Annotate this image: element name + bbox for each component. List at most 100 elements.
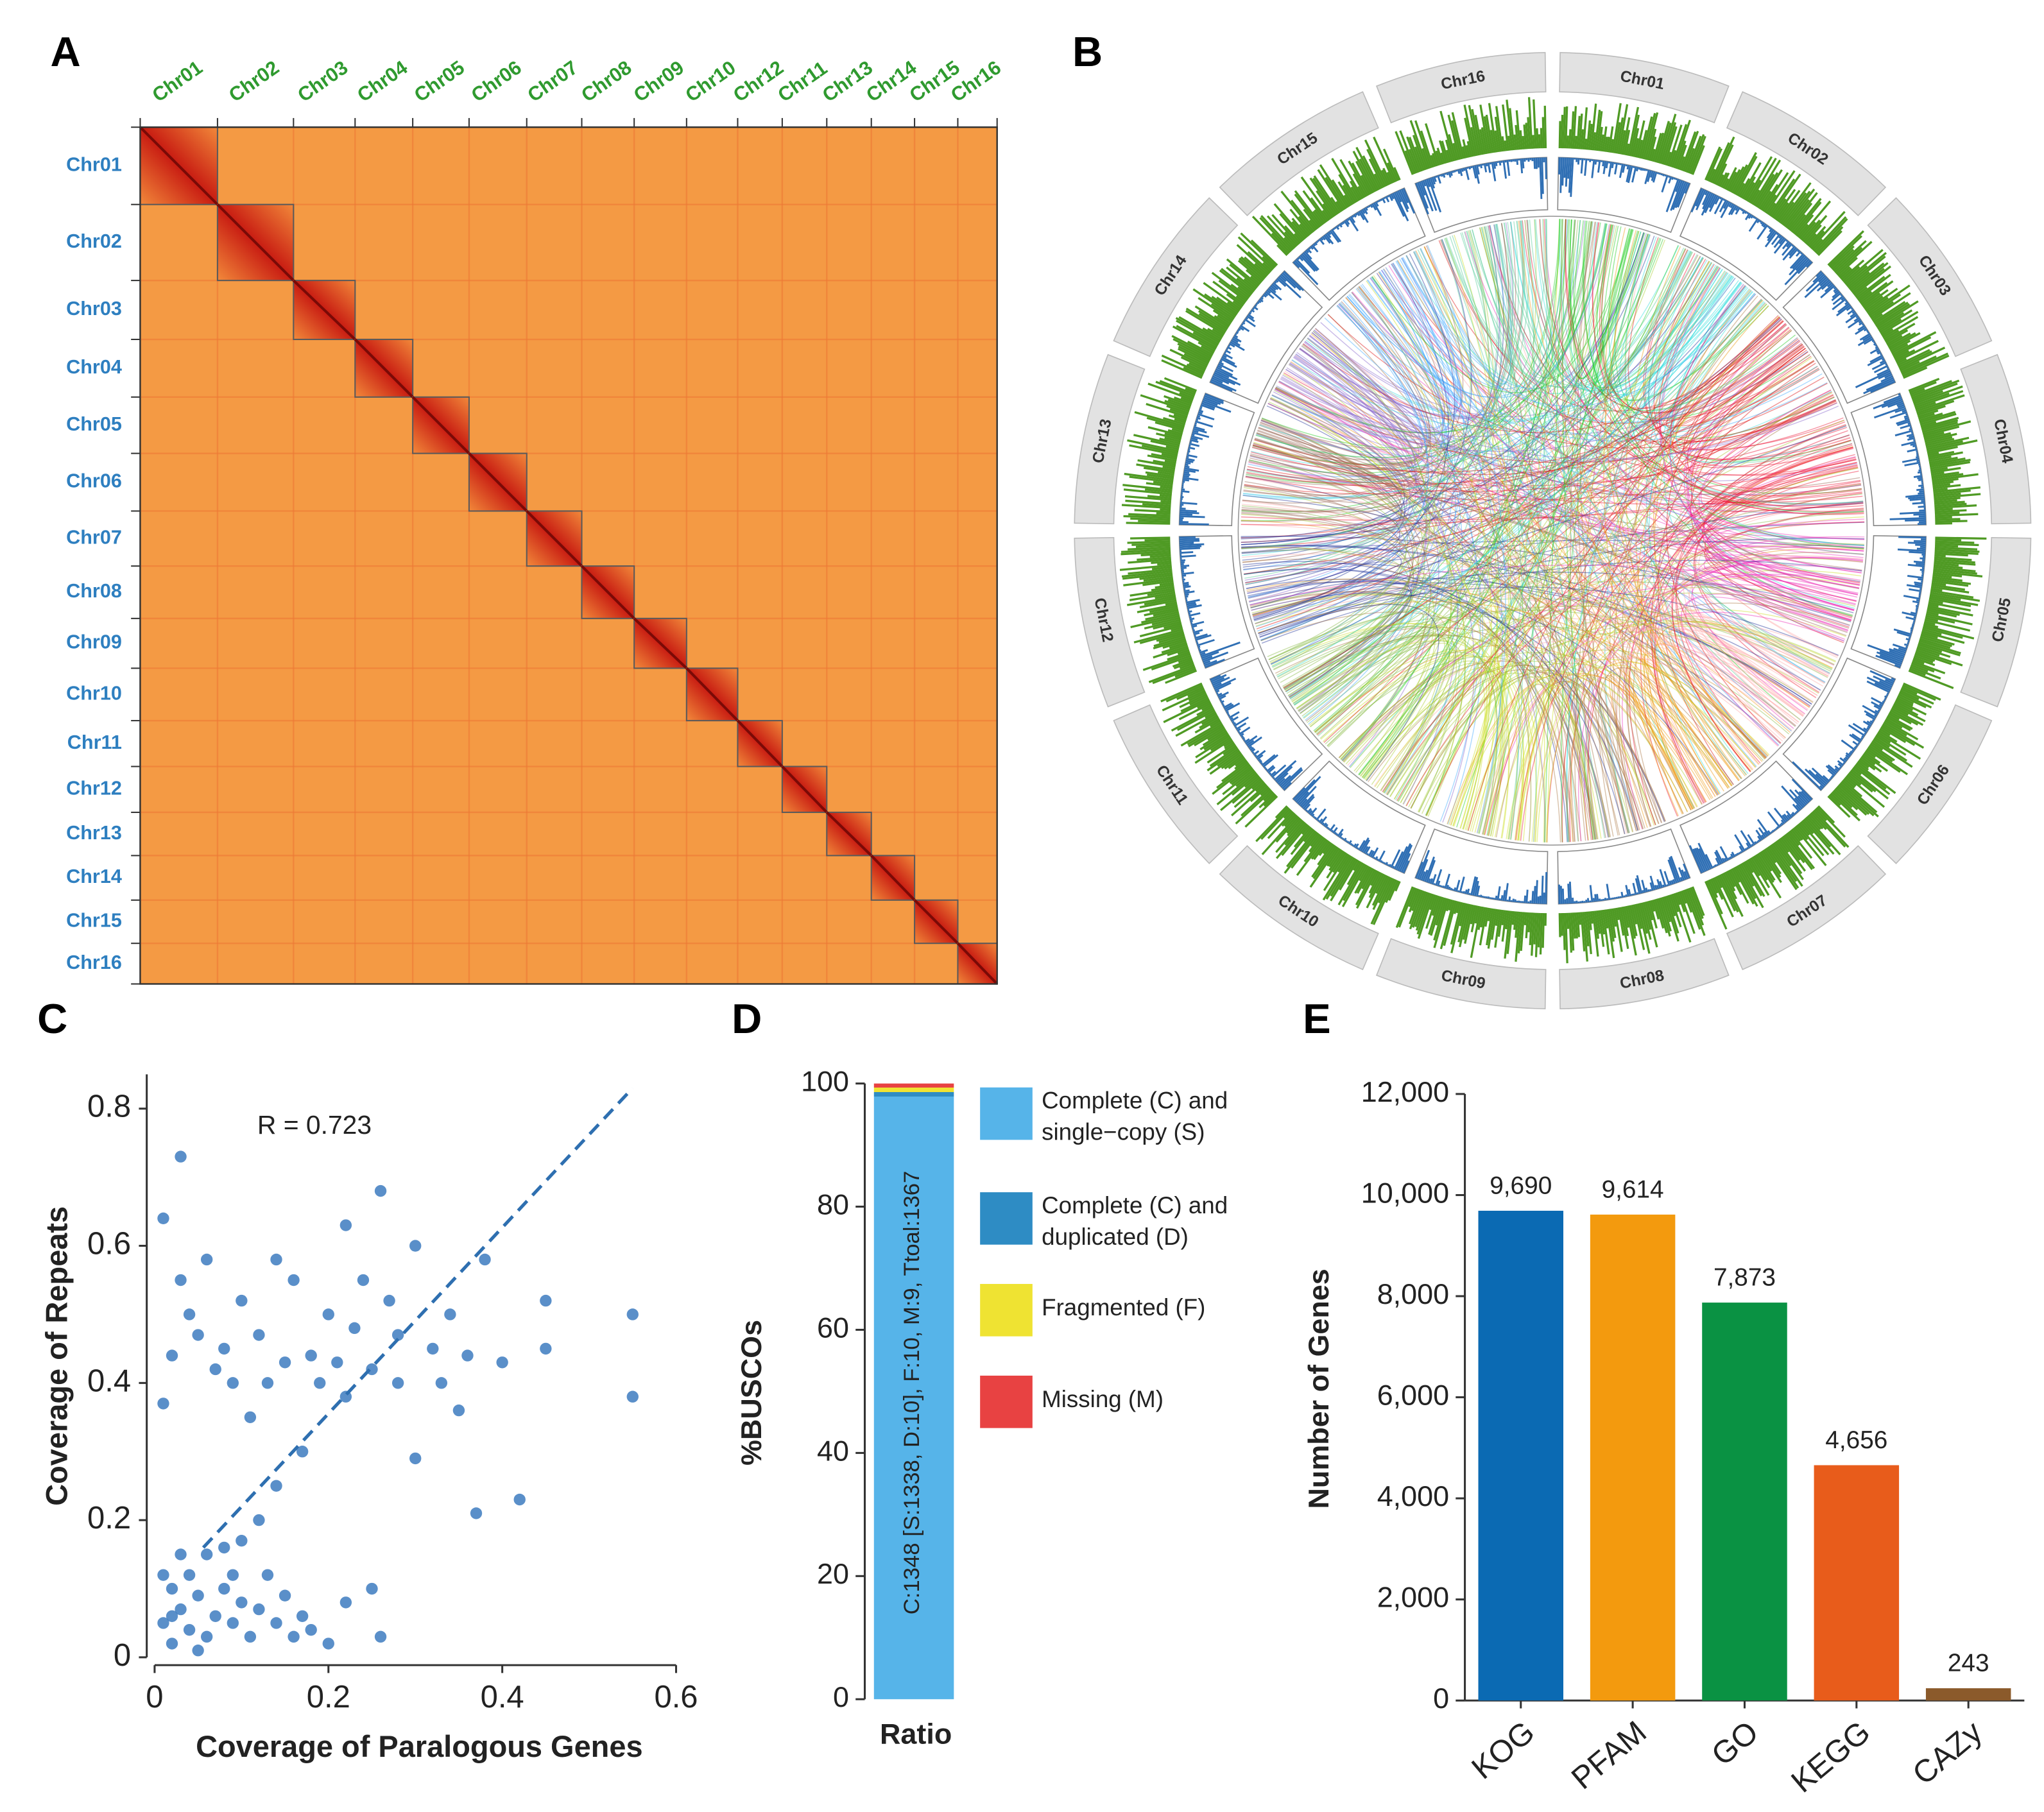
chord bbox=[1520, 434, 1850, 841]
gene-density-bar bbox=[1932, 576, 1962, 582]
repeat-density-bar bbox=[1274, 760, 1297, 781]
repeat-density-bar bbox=[1912, 622, 1915, 624]
gene-density-bar bbox=[1894, 349, 1916, 361]
chord bbox=[1545, 219, 1630, 833]
repeat-density-bar bbox=[1776, 232, 1779, 235]
gene-density-bar bbox=[1199, 731, 1228, 751]
chord bbox=[1299, 348, 1769, 757]
gene-density-bar bbox=[1855, 762, 1896, 794]
chord bbox=[1601, 225, 1800, 414]
repeat-density-bar bbox=[1420, 180, 1434, 212]
repeat-density-bar bbox=[1182, 578, 1186, 581]
gene-density-bar bbox=[1540, 128, 1543, 149]
chord bbox=[1256, 432, 1864, 549]
chord bbox=[1314, 249, 1688, 733]
chord bbox=[1346, 223, 1606, 398]
chord bbox=[1242, 225, 1500, 561]
repeat-density-bar bbox=[1179, 540, 1200, 543]
gene-density-bar bbox=[1674, 141, 1687, 169]
repeat-density-bar bbox=[1238, 731, 1241, 733]
repeat-density-bar bbox=[1375, 201, 1379, 207]
chord bbox=[1515, 391, 1832, 841]
gene-density-bar bbox=[1221, 753, 1243, 769]
chord bbox=[1604, 674, 1692, 832]
chord bbox=[1702, 448, 1854, 622]
repeat-density-bar bbox=[1861, 323, 1864, 326]
gene-density-bar bbox=[1750, 857, 1771, 889]
repeat-density-bar bbox=[1253, 750, 1260, 756]
chord bbox=[1561, 658, 1778, 842]
repeat-density-bar bbox=[1896, 402, 1904, 407]
chord bbox=[1247, 369, 1411, 594]
gene-density-bar bbox=[1209, 719, 1221, 728]
chord bbox=[1313, 237, 1660, 731]
repeat-density-bar bbox=[1279, 774, 1291, 787]
repeat-density-bar bbox=[1200, 641, 1241, 658]
gene-density-bar bbox=[1123, 515, 1171, 519]
chord bbox=[1307, 271, 1726, 421]
gene-density-bar bbox=[1660, 114, 1677, 164]
repeat-density-bar bbox=[1214, 681, 1232, 692]
chord bbox=[1573, 219, 1642, 379]
chord bbox=[1460, 232, 1860, 582]
gene-density-bar bbox=[1144, 619, 1181, 630]
gene-density-bar bbox=[1926, 611, 1939, 616]
chord bbox=[1540, 219, 1853, 617]
gene-density-bar bbox=[1932, 477, 1959, 484]
repeat-density-bar bbox=[1197, 638, 1215, 647]
gene-density-bar bbox=[1796, 823, 1825, 857]
repeat-density-bar bbox=[1280, 273, 1296, 289]
gene-density-bar bbox=[1200, 345, 1215, 354]
repeat-density-bar bbox=[1862, 705, 1878, 715]
repeat-density-bar bbox=[1283, 782, 1292, 791]
chord bbox=[1683, 323, 1851, 468]
y-tick-label: 0.4 bbox=[87, 1363, 131, 1398]
gene-density-bar bbox=[1865, 287, 1898, 312]
gene-density-bar bbox=[1798, 200, 1832, 239]
chord bbox=[1448, 672, 1698, 825]
repeat-density-bar bbox=[1825, 765, 1837, 775]
chord bbox=[1693, 462, 1857, 698]
repeat-density-bar bbox=[1219, 361, 1224, 366]
repeat-density-bar bbox=[1649, 882, 1654, 891]
repeat-density-bar bbox=[1183, 471, 1190, 474]
repeat-density-bar bbox=[1328, 231, 1332, 235]
gene-density-bar bbox=[1355, 869, 1376, 906]
chord bbox=[1275, 388, 1545, 842]
chord bbox=[1366, 280, 1757, 767]
repeat-density-bar bbox=[1568, 882, 1572, 904]
gene-density-bar bbox=[1261, 814, 1298, 855]
point bbox=[366, 1582, 378, 1595]
gene-density-bar bbox=[1834, 788, 1859, 810]
repeat-density-bar bbox=[1323, 822, 1327, 827]
point bbox=[157, 1212, 169, 1225]
point bbox=[166, 1582, 178, 1595]
repeat-density-bar bbox=[1913, 616, 1916, 619]
point bbox=[461, 1349, 474, 1362]
gene-density-bar bbox=[1778, 201, 1795, 223]
y-category-label: Chr03 bbox=[66, 298, 122, 320]
repeat-density-bar bbox=[1876, 651, 1903, 663]
repeat-density-bar bbox=[1221, 356, 1235, 365]
repeat-density-bar bbox=[1230, 341, 1245, 352]
repeat-density-bar bbox=[1273, 282, 1282, 291]
gene-density-bar bbox=[1194, 726, 1225, 747]
chord bbox=[1241, 545, 1402, 634]
chord bbox=[1704, 521, 1865, 628]
chord bbox=[1625, 234, 1838, 658]
chord bbox=[1565, 219, 1791, 409]
gene-density-bar bbox=[1192, 331, 1219, 347]
chord bbox=[1671, 443, 1853, 773]
gene-density-bar bbox=[1127, 540, 1171, 544]
repeat-density-bar bbox=[1844, 756, 1849, 760]
repeat-density-bar bbox=[1193, 629, 1203, 634]
chord bbox=[1341, 219, 1567, 762]
repeat-density-bar bbox=[1370, 204, 1373, 209]
chord bbox=[1285, 368, 1864, 507]
repeat-density-bar bbox=[1833, 286, 1837, 290]
gene-density-bar bbox=[1738, 178, 1751, 198]
repeat-density-bar bbox=[1843, 757, 1848, 762]
gene-density-bar bbox=[1933, 570, 1983, 577]
gene-density-bar bbox=[1404, 150, 1416, 175]
chord bbox=[1625, 667, 1718, 814]
